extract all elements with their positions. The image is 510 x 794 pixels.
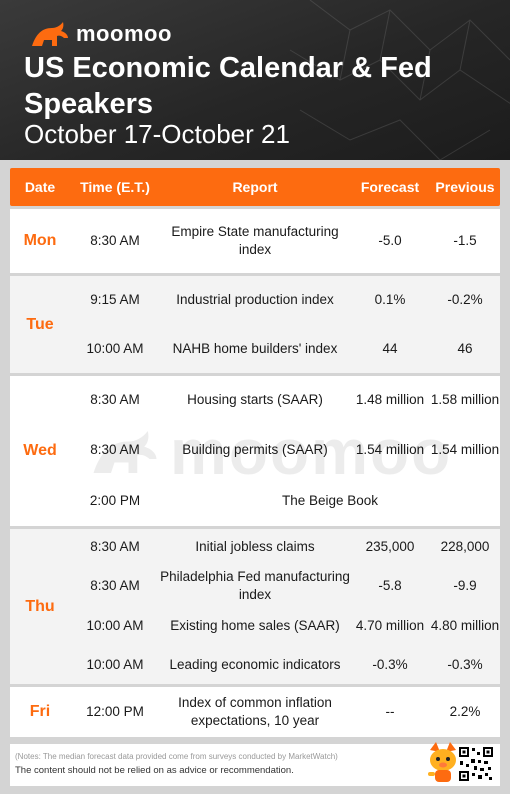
- event-report: Initial jobless claims: [195, 539, 315, 554]
- day-label: Fri: [29, 703, 51, 720]
- event-report: Building permits (SAAR): [182, 442, 328, 457]
- event-forecast: 235,000: [365, 539, 415, 554]
- mascot-icon: [428, 742, 456, 782]
- event-report: Index of common inflation expectations, …: [178, 695, 332, 728]
- table-row: 2:00 PM The Beige Book: [70, 476, 500, 526]
- event-time: 2:00 PM: [89, 493, 141, 508]
- event-time: 10:00 AM: [86, 340, 144, 356]
- event-previous: 2.2%: [449, 704, 481, 719]
- event-time: 9:15 AM: [90, 292, 140, 307]
- event-previous: -9.9: [453, 578, 477, 593]
- event-report: Housing starts (SAAR): [187, 392, 323, 407]
- event-time: 8:30 AM: [90, 539, 140, 554]
- table-row: 10:00 AM Leading economic indicators -0.…: [70, 645, 500, 684]
- event-forecast: 4.70 million: [355, 618, 425, 633]
- event-report: Empire State manufacturing index: [171, 224, 339, 257]
- column-header-date: Date: [24, 179, 56, 195]
- event-forecast: -5.8: [378, 578, 402, 593]
- page-title: US Economic Calendar & Fed Speakers: [24, 52, 432, 120]
- event-forecast: 44: [382, 340, 398, 356]
- moomoo-bull-logo-icon: [32, 22, 68, 46]
- table-row: 12:00 PM Index of common inflation expec…: [70, 687, 500, 737]
- day-label: Tue: [26, 315, 54, 333]
- decorative-pattern-icon: [289, 0, 510, 160]
- table-row: 9:15 AM Industrial production index 0.1%…: [70, 276, 500, 324]
- day-group-thu: Thu 8:30 AM Initial jobless claims 235,0…: [10, 529, 500, 684]
- event-previous: -0.3%: [447, 656, 483, 672]
- day-group-tue: Tue 9:15 AM Industrial production index …: [10, 276, 500, 373]
- event-report: Leading economic indicators: [169, 656, 341, 672]
- event-time: 8:30 AM: [90, 442, 140, 457]
- event-forecast: -0.3%: [372, 656, 408, 672]
- event-forecast: 0.1%: [374, 292, 406, 307]
- event-time: 8:30 AM: [90, 392, 140, 407]
- table-row: 8:30 AM Empire State manufacturing index…: [70, 209, 500, 273]
- column-header-forecast: Forecast: [360, 179, 420, 195]
- column-header-previous: Previous: [435, 179, 495, 195]
- day-group-wed: Wed 8:30 AM Housing starts (SAAR) 1.48 m…: [10, 376, 500, 526]
- event-time: 8:30 AM: [90, 578, 140, 593]
- date-range: October 17-October 21: [24, 119, 290, 149]
- footer-note: (Notes: The median forecast data provide…: [15, 752, 338, 761]
- event-previous: 1.54 million: [430, 442, 500, 457]
- table-row: 8:30 AM Initial jobless claims 235,000 2…: [70, 529, 500, 565]
- header-banner: moomoo US Economic Calendar & Fed Speake…: [0, 0, 510, 160]
- table-row: 10:00 AM NAHB home builders' index 44 46: [70, 324, 500, 373]
- event-time: 10:00 AM: [86, 618, 144, 633]
- event-previous: 4.80 million: [430, 618, 500, 633]
- event-report: Existing home sales (SAAR): [170, 618, 340, 633]
- event-previous: 228,000: [440, 539, 490, 554]
- economic-calendar-table: Date Time (E.T.) Report Forecast Previou…: [10, 168, 500, 737]
- event-forecast: -5.0: [378, 233, 402, 248]
- qr-code-icon: [458, 746, 494, 782]
- table-header: Date Time (E.T.) Report Forecast Previou…: [10, 168, 500, 206]
- table-row: 8:30 AM Philadelphia Fed manufacturing i…: [70, 565, 500, 607]
- event-time: 12:00 PM: [86, 704, 144, 719]
- event-report: Philadelphia Fed manufacturing index: [160, 569, 350, 602]
- day-group-fri: Fri 12:00 PM Index of common inflation e…: [10, 687, 500, 737]
- table-row: 10:00 AM Existing home sales (SAAR) 4.70…: [70, 607, 500, 645]
- event-previous: -0.2%: [447, 292, 483, 307]
- footer: (Notes: The median forecast data provide…: [10, 742, 500, 786]
- event-previous: 1.58 million: [430, 392, 500, 407]
- event-forecast: 1.48 million: [355, 392, 425, 407]
- event-report: The Beige Book: [281, 493, 379, 508]
- event-previous: 46: [457, 340, 473, 356]
- day-label: Mon: [23, 232, 57, 249]
- day-label: Wed: [23, 442, 57, 459]
- event-report: NAHB home builders' index: [172, 340, 338, 356]
- day-group-mon: Mon 8:30 AM Empire State manufacturing i…: [10, 209, 500, 273]
- event-report: Industrial production index: [176, 292, 334, 307]
- table-row: 8:30 AM Housing starts (SAAR) 1.48 milli…: [70, 376, 500, 424]
- footer-disclaimer: The content should not be relied on as a…: [15, 765, 294, 776]
- brand-name: moomoo: [76, 21, 172, 46]
- day-label: Thu: [25, 597, 55, 615]
- event-forecast: --: [385, 704, 395, 719]
- event-previous: -1.5: [453, 233, 477, 248]
- table-row: 8:30 AM Building permits (SAAR) 1.54 mil…: [70, 424, 500, 476]
- moomoo-logo: moomoo: [30, 20, 172, 48]
- event-time: 10:00 AM: [86, 656, 144, 672]
- event-forecast: 1.54 million: [355, 442, 425, 457]
- event-time: 8:30 AM: [90, 233, 140, 248]
- column-header-report: Report: [232, 179, 278, 195]
- column-header-time: Time (E.T.): [80, 179, 150, 195]
